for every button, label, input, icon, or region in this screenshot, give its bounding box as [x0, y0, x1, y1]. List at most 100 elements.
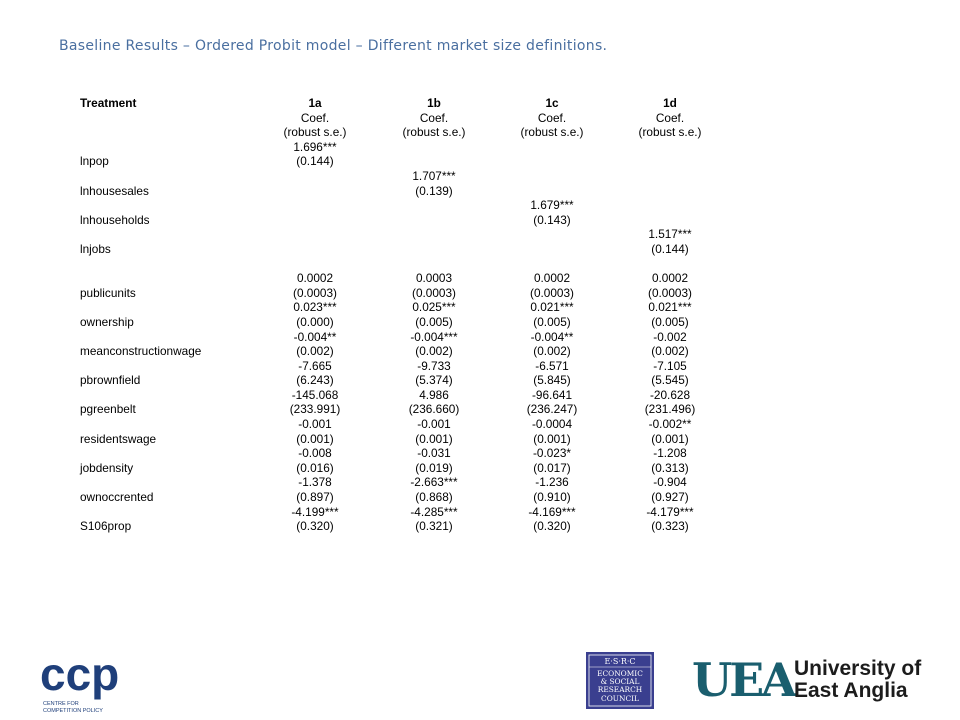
results-table: Treatment 1a 1b 1c 1d Coef. Coef. Coef. … [80, 96, 720, 534]
table-cell: (0.144) [296, 154, 334, 169]
table-cell: -4.285*** [410, 504, 458, 519]
table-cell: -0.008 [298, 446, 332, 461]
table-subheader-row: (robust s.e.) (robust s.e.) (robust s.e.… [80, 125, 720, 140]
subheader-cell: Coef. [537, 110, 567, 125]
table-header-row: Treatment 1a 1b 1c 1d [80, 96, 720, 111]
table-row: 0.0002 0.0003 0.0002 0.0002 [80, 271, 720, 286]
table-cell: -96.641 [531, 387, 573, 402]
uea-logo: UEA University of East Anglia [692, 653, 924, 707]
table-cell: -4.169*** [528, 504, 576, 519]
table-cell: -0.023* [532, 446, 572, 461]
uea-logo-mark: UEA [692, 654, 798, 702]
table-cell: 0.0003 [415, 271, 453, 286]
row-label: lnpop [80, 154, 109, 169]
table-cell: 0.0002 [651, 271, 689, 286]
table-cell: (233.991) [289, 402, 341, 417]
table-cell: 1.679*** [530, 198, 574, 213]
subheader-cell: Coef. [655, 110, 685, 125]
table-cell: (0.001) [533, 431, 571, 446]
esrc-logo-line: COUNCIL [601, 694, 639, 703]
table-cell: (0.017) [533, 460, 571, 475]
table-row: lnhouseholds (0.143) [80, 213, 720, 228]
table-cell: -0.002** [648, 417, 692, 432]
header-model-1d: 1d [663, 96, 677, 110]
table-cell: (0.002) [533, 344, 571, 359]
table-cell: -1.208 [653, 446, 687, 461]
header-model-1b: 1b [427, 96, 441, 110]
table-row: -7.665 -9.733 -6.571 -7.105 [80, 359, 720, 374]
table-cell: -1.236 [535, 475, 569, 490]
table-cell: (0.002) [651, 344, 689, 359]
table-cell: (0.323) [651, 519, 689, 534]
table-cell: (0.320) [296, 519, 334, 534]
row-label: meanconstructionwage [80, 344, 202, 359]
table-row: 0.023*** 0.025*** 0.021*** 0.021*** [80, 300, 720, 315]
table-row: -0.001 -0.001 -0.0004 -0.002** [80, 417, 720, 432]
table-row: publicunits (0.0003) (0.0003) (0.0003) (0.00… [80, 286, 720, 301]
table-cell: -0.001 [417, 417, 451, 432]
esrc-logo-line: RESEARCH [598, 685, 643, 694]
row-label: S106prop [80, 519, 132, 534]
ccp-logo-subtext: CENTRE FOR [43, 701, 79, 707]
subheader-cell: (robust s.e.) [638, 125, 702, 140]
table-row: ownoccrented (0.897) (0.868) (0.910) (0.927) [80, 490, 720, 505]
table-cell: 4.986 [419, 387, 449, 402]
table-row: jobdensity (0.016) (0.019) (0.017) (0.313) [80, 461, 720, 476]
table-cell: (0.321) [415, 519, 453, 534]
ccp-logo: ccp CENTRE FOR COMPETITION POLICY [40, 648, 145, 714]
table-cell: 1.517*** [648, 227, 692, 242]
table-cell: (5.374) [415, 373, 453, 388]
table-row: residentswage (0.001) (0.001) (0.001) (0.001… [80, 432, 720, 447]
table-cell: (0.001) [415, 431, 453, 446]
esrc-logo-line: E·S·R·C [604, 657, 635, 666]
table-cell: -4.199*** [291, 504, 339, 519]
table-cell: (236.247) [526, 402, 578, 417]
table-row: -1.378 -2.663*** -1.236 -0.904 [80, 475, 720, 490]
table-cell: 1.696*** [293, 139, 337, 154]
table-cell: (0.0003) [648, 285, 692, 300]
table-subheader-row: Coef. Coef. Coef. Coef. [80, 111, 720, 126]
header-label: Treatment [80, 96, 137, 110]
table-cell: -0.004** [293, 329, 337, 344]
table-cell: -0.002 [653, 329, 687, 344]
row-label: lnhouseholds [80, 212, 150, 227]
table-cell: (6.243) [296, 373, 334, 388]
table-cell: (0.0003) [530, 285, 574, 300]
table-cell: (0.0003) [293, 285, 337, 300]
esrc-logo-line: & SOCIAL [601, 677, 640, 686]
table-row: lnpop (0.144) [80, 154, 720, 169]
slide-title: Baseline Results – Ordered Probit model … [59, 38, 608, 54]
table-cell: (236.660) [408, 402, 460, 417]
table-cell: -6.571 [535, 358, 569, 373]
table-cell: (0.139) [415, 183, 453, 198]
table-cell: -7.105 [653, 358, 687, 373]
table-row: lnhousesales (0.139) [80, 184, 720, 199]
table-cell: (0.019) [415, 460, 453, 475]
table-cell: (0.0003) [412, 285, 456, 300]
table-row: meanconstructionwage (0.002) (0.002) (0.002… [80, 344, 720, 359]
table-cell: 0.0002 [296, 271, 334, 286]
table-cell: -145.068 [291, 387, 339, 402]
header-model-1a: 1a [308, 96, 322, 110]
table-cell: -7.665 [298, 358, 332, 373]
table-cell: (0.001) [296, 431, 334, 446]
table-row: -0.004** -0.004*** -0.004** -0.002 [80, 330, 720, 345]
row-label: ownoccrented [80, 490, 154, 505]
table-cell: -0.904 [653, 475, 687, 490]
table-cell: (0.005) [415, 314, 453, 329]
table-cell: -0.0004 [531, 417, 573, 432]
row-label: pbrownfield [80, 373, 141, 388]
table-row: 1.679*** [80, 198, 720, 213]
uea-logo-line: East Anglia [794, 679, 908, 702]
table-cell: (0.313) [651, 460, 689, 475]
table-cell: (0.927) [651, 490, 689, 505]
table-cell: -20.628 [649, 387, 691, 402]
table-row: pbrownfield (6.243) (5.374) (5.845) (5.545) [80, 373, 720, 388]
table-cell: (5.845) [533, 373, 571, 388]
table-cell: (0.005) [651, 314, 689, 329]
subheader-cell: (robust s.e.) [520, 125, 584, 140]
table-cell: (5.545) [651, 373, 689, 388]
table-cell: -9.733 [417, 358, 451, 373]
row-label: pgreenbelt [80, 402, 136, 417]
table-row: -0.008 -0.031 -0.023* -1.208 [80, 446, 720, 461]
